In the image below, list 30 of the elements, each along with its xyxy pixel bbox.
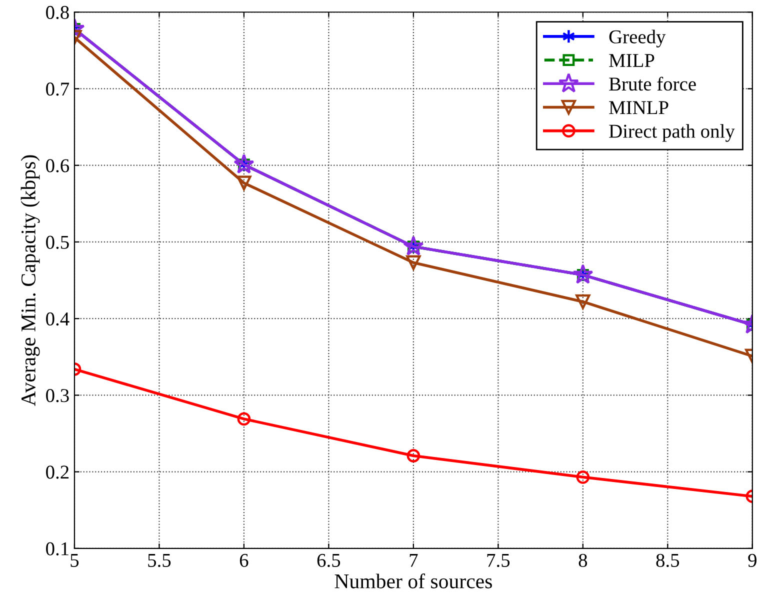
y-tick-label: 0.3	[46, 389, 69, 402]
x-tick-label: 5	[70, 554, 79, 567]
x-tick-label: 9	[748, 554, 756, 567]
point	[406, 255, 421, 270]
point	[237, 412, 251, 426]
y-tick-label: 0.6	[46, 159, 70, 172]
y-axis-title: Average Min. Capacity (kbps)	[20, 155, 40, 406]
y-tick-label: 0.7	[46, 82, 70, 96]
legend-label: Greedy	[609, 30, 666, 48]
point	[403, 236, 424, 256]
x-tick-label: 8.5	[656, 554, 680, 568]
y-tick-label: 0.2	[46, 466, 69, 479]
x-tick-label: 7.5	[487, 554, 510, 568]
point	[234, 154, 254, 174]
x-tick-label: 6.5	[317, 554, 340, 568]
x-tick-label: 5.5	[148, 554, 171, 568]
x-axis-title: Number of sources	[334, 573, 492, 588]
legend-label: MINLP	[609, 101, 668, 114]
legend-label: MILP	[609, 54, 654, 67]
x-tick-label: 7	[410, 554, 418, 567]
y-tick-label: 0.5	[46, 236, 69, 249]
x-tick-label: 8	[578, 554, 588, 567]
legend-label: Direct path only	[609, 124, 735, 142]
point	[406, 449, 420, 462]
point	[236, 176, 252, 190]
y-tick-label: 0.8	[46, 6, 69, 20]
y-tick-label: 0.1	[46, 542, 68, 556]
legend-label: Brute force	[609, 76, 696, 91]
x-tick-label: 6	[240, 554, 248, 567]
y-tick-label: 0.4	[46, 312, 70, 326]
